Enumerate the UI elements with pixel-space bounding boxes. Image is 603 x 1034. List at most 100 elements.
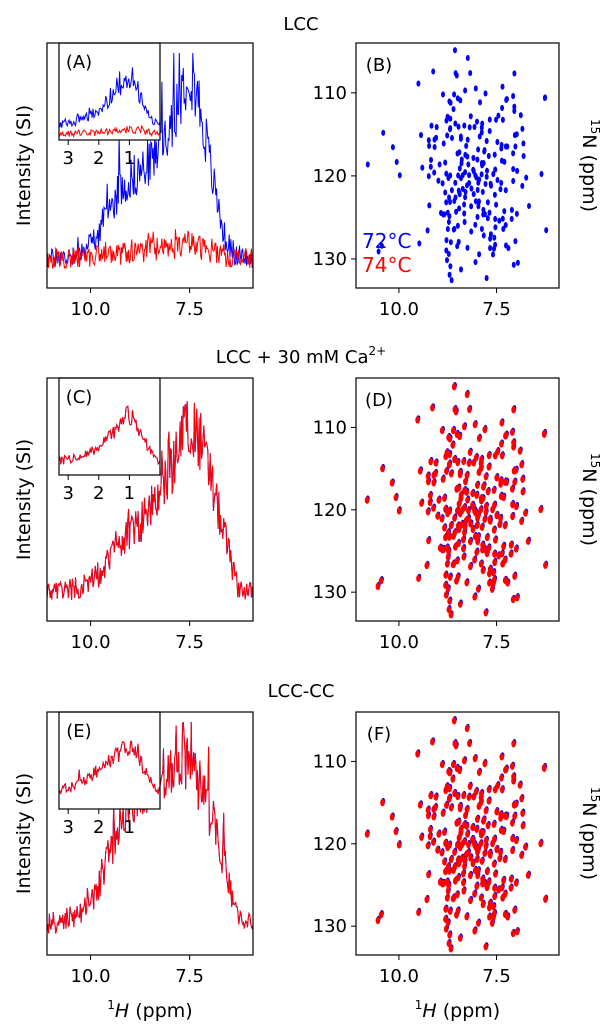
hsqc-peak bbox=[491, 171, 496, 178]
x-tick-label: 10.0 bbox=[379, 966, 419, 987]
hsqc-peak bbox=[389, 479, 395, 487]
hsqc-peak bbox=[415, 416, 420, 424]
hsqc-peak bbox=[480, 900, 486, 909]
legend-entry: 74°C bbox=[362, 253, 411, 277]
hsqc-peak bbox=[445, 843, 450, 852]
hsqc-peak bbox=[448, 126, 452, 133]
hsqc-frame bbox=[355, 42, 560, 289]
hsqc-peak bbox=[444, 894, 450, 902]
hsqc-peak bbox=[487, 913, 492, 921]
hsqc-peak bbox=[467, 448, 473, 457]
hsqc-peak bbox=[479, 225, 484, 232]
hsqc-peak bbox=[499, 440, 504, 448]
hsqc-peak bbox=[452, 514, 457, 522]
hsqc-peak bbox=[394, 158, 399, 166]
hsqc-peak bbox=[378, 911, 384, 919]
hsqc-peak bbox=[512, 478, 517, 486]
hsqc-peak bbox=[494, 201, 499, 208]
hsqc-peak bbox=[520, 809, 525, 817]
hsqc-peak bbox=[417, 801, 423, 809]
hsqc-peak bbox=[376, 248, 381, 255]
hsqc-peak bbox=[463, 517, 469, 525]
hsqc-peak bbox=[512, 812, 517, 820]
hsqc-peak bbox=[396, 841, 402, 849]
hsqc-peak bbox=[434, 134, 439, 141]
hsqc-peak bbox=[497, 217, 502, 224]
hsqc-peak bbox=[466, 793, 472, 801]
hsqc-peak bbox=[454, 72, 459, 79]
hsqc-peak bbox=[502, 522, 508, 530]
hsqc-peak bbox=[519, 795, 524, 803]
inset-trace bbox=[58, 405, 161, 465]
hsqc-peak bbox=[509, 215, 514, 222]
hsqc-peak bbox=[487, 579, 492, 587]
hsqc-peak bbox=[445, 553, 451, 561]
hsqc-peak bbox=[469, 185, 474, 192]
hsqc-peak bbox=[468, 896, 473, 905]
hsqc-peak bbox=[446, 218, 451, 225]
hsqc-peak bbox=[448, 198, 452, 205]
hsqc-peak bbox=[441, 91, 445, 98]
hsqc-peak bbox=[502, 910, 508, 919]
hsqc-peak bbox=[442, 524, 447, 532]
hsqc-peak bbox=[543, 561, 548, 569]
hsqc-peak bbox=[464, 913, 470, 921]
hsqc-peak bbox=[503, 187, 508, 194]
hsqc-peak bbox=[492, 550, 497, 558]
hsqc-peak bbox=[541, 430, 547, 438]
hsqc-peak bbox=[456, 834, 462, 842]
hsqc-peak bbox=[439, 209, 443, 216]
hsqc-peak bbox=[464, 724, 470, 733]
hsqc-peak bbox=[492, 835, 497, 843]
spectrum-trace bbox=[46, 401, 254, 600]
hsqc-peak bbox=[446, 547, 451, 556]
hsqc-peak bbox=[492, 884, 497, 892]
hsqc-peak bbox=[538, 505, 544, 514]
hsqc-peak bbox=[482, 147, 487, 154]
hsqc-peak bbox=[513, 143, 518, 150]
hsqc-peak bbox=[504, 242, 508, 249]
hsqc-peak bbox=[461, 457, 466, 466]
hsqc-peak bbox=[468, 562, 473, 571]
hsqc-peak bbox=[451, 226, 456, 233]
hsqc-peak bbox=[465, 153, 470, 160]
hsqc-peak bbox=[455, 874, 461, 882]
hsqc-peak bbox=[439, 849, 445, 857]
hsqc-peak bbox=[468, 520, 473, 528]
hsqc-peak bbox=[519, 851, 524, 860]
hsqc-peak bbox=[493, 215, 498, 223]
hsqc-peak bbox=[502, 890, 508, 898]
hsqc-peak bbox=[454, 577, 459, 585]
hsqc-peak bbox=[517, 781, 523, 789]
hsqc-peak bbox=[448, 945, 454, 953]
hsqc-peak bbox=[474, 481, 480, 489]
hsqc-peak bbox=[426, 173, 431, 180]
y-axis-label: Intensity (SI) bbox=[13, 439, 35, 560]
inset-tick-label: 1 bbox=[124, 148, 135, 169]
hsqc-peak bbox=[513, 836, 519, 845]
hsqc-peak bbox=[525, 537, 531, 545]
hsqc-peak bbox=[484, 549, 490, 558]
hsqc-peak bbox=[467, 871, 473, 880]
hsqc-peak bbox=[499, 753, 505, 761]
hsqc-peak bbox=[428, 792, 434, 800]
hsqc-peak bbox=[491, 860, 497, 868]
hsqc-peak bbox=[501, 876, 506, 885]
hsqc-peak bbox=[525, 871, 531, 879]
hsqc-peak bbox=[476, 468, 482, 477]
hsqc-peak bbox=[464, 579, 470, 587]
hsqc-peak bbox=[484, 883, 490, 892]
hsqc-peak bbox=[498, 186, 503, 193]
x-tick-label: 7.5 bbox=[482, 632, 511, 653]
hsqc-peak bbox=[427, 825, 433, 834]
hsqc-peak bbox=[380, 465, 385, 473]
hsqc-peak bbox=[499, 452, 505, 460]
hsqc-peak bbox=[450, 134, 454, 142]
hsqc-peak bbox=[503, 143, 508, 150]
inset-tick-label: 2 bbox=[93, 817, 104, 838]
hsqc-peak bbox=[485, 488, 491, 496]
hsqc-peak bbox=[448, 611, 454, 619]
hsqc-peak bbox=[447, 271, 452, 278]
hsqc-peak bbox=[389, 813, 395, 821]
hsqc-peak bbox=[486, 878, 492, 886]
